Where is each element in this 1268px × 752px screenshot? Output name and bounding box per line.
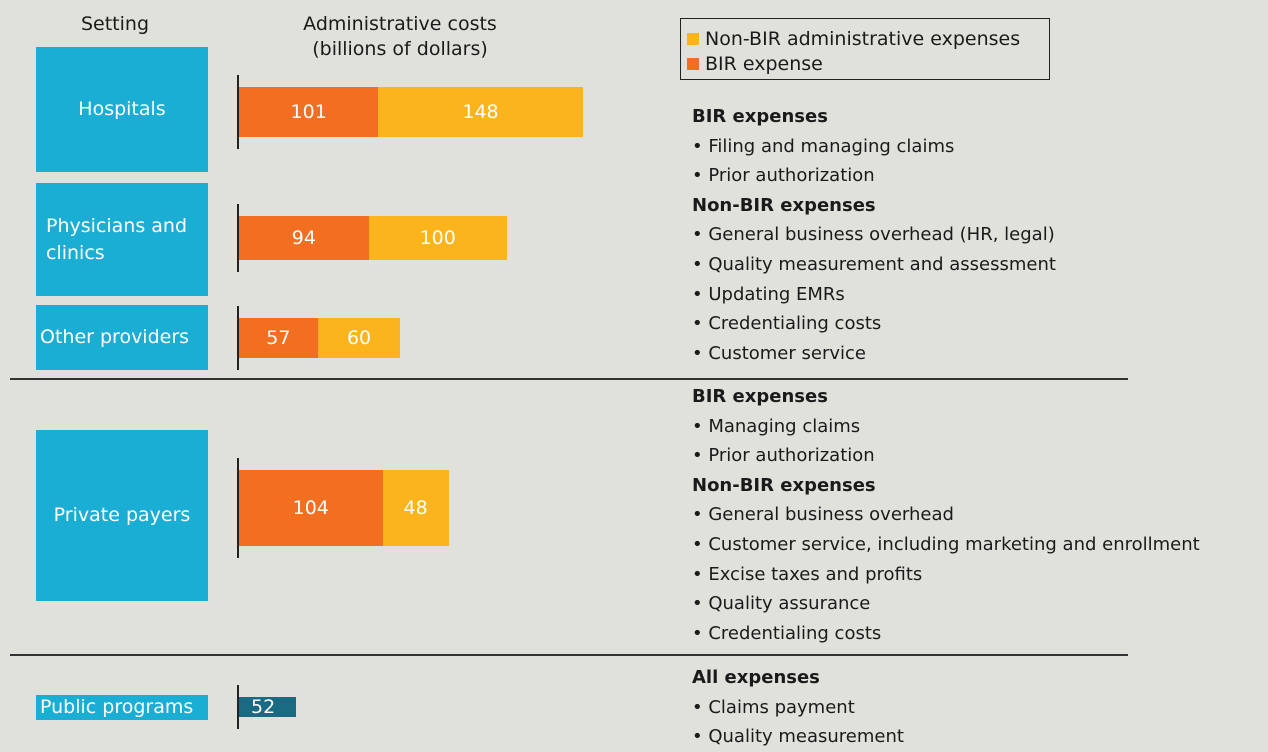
bar-segment: 60 <box>317 318 401 358</box>
legend-swatch <box>687 33 699 45</box>
legend-swatch <box>687 58 699 70</box>
category-label: Hospitals <box>36 47 208 172</box>
legend-label: Non-BIR administrative expenses <box>705 28 1021 50</box>
setting-header: Setting <box>80 13 150 35</box>
axis-line <box>237 458 239 558</box>
note-item: • Quality measurement <box>692 726 904 748</box>
bar-segment: 104 <box>239 470 383 546</box>
separator <box>10 654 1128 656</box>
bar-segment: 48 <box>382 470 449 546</box>
note-item: • Excise taxes and profits <box>692 563 923 585</box>
category-label: Physicians and clinics <box>36 183 208 296</box>
legend: Non-BIR administrative expenses BIR expen… <box>680 18 1050 80</box>
axis-line <box>237 685 239 729</box>
note-heading: All expenses <box>692 667 820 688</box>
note-item: • Quality assurance <box>692 593 871 615</box>
note-item: • General business overhead (HR, legal) <box>692 224 1055 246</box>
note-heading: Non-BIR expenses <box>692 474 876 496</box>
note-item: • Customer service <box>692 342 866 364</box>
axis-line <box>237 75 239 149</box>
axis-line <box>237 204 239 272</box>
note-item: • Claims payment <box>692 696 855 718</box>
note-item: • Credentialing costs <box>692 313 882 335</box>
bar-segment: 148 <box>378 87 583 137</box>
bar-segment: 57 <box>239 318 318 358</box>
note-item: • General business overhead <box>692 504 954 526</box>
note-heading: BIR expenses <box>692 106 828 127</box>
separator <box>10 378 1128 380</box>
note-heading: BIR expenses <box>692 386 828 407</box>
note-item: • Quality measurement and assessment <box>692 254 1056 275</box>
note-item: • Filing and managing claims <box>692 135 955 157</box>
note-item: • Prior authorization <box>692 445 875 467</box>
note-item: • Managing claims <box>692 415 861 437</box>
note-heading: Non-BIR expenses <box>692 194 876 216</box>
bar-segment: 100 <box>368 216 507 260</box>
category-label: Public programs <box>36 695 208 720</box>
category-label: Private payers <box>36 430 208 601</box>
note-item: • Credentialing costs <box>692 622 882 644</box>
value-header: Administrative costs (billions of dollar… <box>303 13 497 60</box>
note-item: • Updating EMRs <box>692 283 845 305</box>
bar-segment: 94 <box>239 216 369 260</box>
bar: 52 <box>239 696 297 718</box>
bar-segment: 101 <box>239 87 379 137</box>
category-label: Other providers <box>36 305 208 370</box>
axis-line <box>237 306 239 370</box>
legend-label: BIR expense <box>705 53 823 75</box>
note-item: • Prior authorization <box>692 165 875 187</box>
note-item: • Customer service, including marketing … <box>692 534 1200 555</box>
